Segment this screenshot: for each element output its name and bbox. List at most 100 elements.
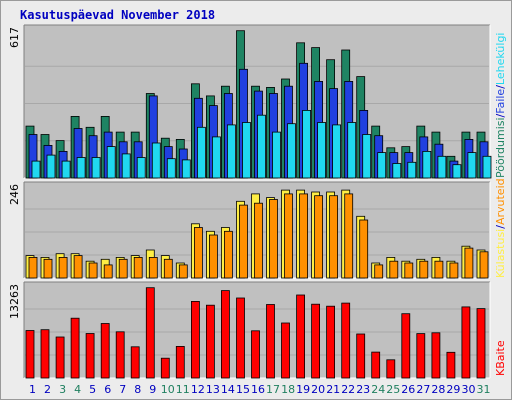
bar-hits-day-22 — [344, 193, 354, 279]
bar-kbytes-day-29 — [446, 351, 456, 379]
x-tick-day-21: 21 — [326, 383, 340, 396]
bar-hits-day-31 — [479, 251, 489, 279]
bar-files-day-10 — [166, 158, 176, 179]
bar-files-day-13 — [211, 136, 221, 179]
bar-files-day-31 — [482, 155, 492, 179]
x-tick-day-15: 15 — [236, 383, 250, 396]
x-tick-day-6: 6 — [104, 383, 111, 396]
bar-hits-day-23 — [359, 219, 369, 279]
bar-files-day-5 — [91, 157, 101, 179]
bar-kbytes-day-27 — [416, 333, 426, 379]
bar-files-day-3 — [61, 160, 71, 179]
bar-hits-day-27 — [419, 260, 429, 279]
x-tick-day-10: 10 — [161, 383, 175, 396]
bar-kbytes-day-17 — [266, 304, 275, 379]
bar-hits-day-21 — [329, 195, 339, 279]
x-tick-day-13: 13 — [206, 383, 220, 396]
bar-files-day-30 — [467, 152, 477, 179]
x-tick-day-24: 24 — [371, 383, 385, 396]
bar-hits-day-20 — [314, 195, 324, 279]
bar-kbytes-day-2 — [40, 329, 50, 379]
x-tick-day-18: 18 — [281, 383, 295, 396]
bar-files-day-1 — [31, 160, 41, 179]
bar-files-day-17 — [272, 131, 281, 179]
bar-kbytes-day-1 — [25, 330, 35, 379]
bar-kbytes-day-19 — [296, 294, 306, 379]
bar-kbytes-day-15 — [236, 297, 245, 379]
bar-hits-day-30 — [464, 247, 474, 279]
bar-files-day-16 — [257, 114, 266, 179]
x-tick-day-9: 9 — [149, 383, 156, 396]
bar-files-day-26 — [407, 161, 417, 179]
bar-hits-day-7 — [118, 258, 128, 279]
bar-hits-day-25 — [389, 260, 399, 279]
legend-entry: Faile — [494, 89, 507, 114]
bar-files-day-4 — [76, 157, 86, 179]
x-tick-day-8: 8 — [134, 383, 141, 396]
bar-kbytes-day-20 — [311, 303, 321, 379]
x-tick-day-7: 7 — [119, 383, 126, 396]
legend-entry: KBaite — [494, 340, 507, 376]
bar-kbytes-day-16 — [251, 330, 260, 379]
bar-files-day-19 — [302, 110, 312, 179]
bar-hits-day-4 — [73, 255, 83, 279]
x-tick-day-23: 23 — [356, 383, 370, 396]
legend-entry: / — [494, 225, 507, 229]
bar-kbytes-day-9 — [145, 287, 155, 379]
legend-bottom: KBaite — [494, 340, 507, 376]
y-max-label: 13263 — [8, 284, 21, 319]
bar-files-day-12 — [196, 126, 206, 179]
bar-kbytes-day-11 — [175, 345, 185, 379]
bar-hits-day-16 — [254, 202, 263, 279]
bar-kbytes-day-23 — [356, 333, 366, 379]
bar-kbytes-day-8 — [130, 346, 140, 379]
bar-kbytes-day-6 — [100, 323, 110, 379]
bar-files-day-29 — [452, 164, 462, 179]
x-tick-day-28: 28 — [431, 383, 445, 396]
bar-hits-day-11 — [178, 264, 188, 279]
bar-kbytes-day-5 — [85, 333, 95, 379]
bar-files-day-8 — [136, 157, 146, 179]
x-tick-day-11: 11 — [176, 383, 190, 396]
x-tick-day-29: 29 — [446, 383, 460, 396]
legend-top: Pöördumisi/Faile/Lehekülgi — [494, 33, 507, 178]
legend-entry: Arvuteid — [494, 178, 507, 225]
bar-hits-day-8 — [133, 256, 143, 279]
x-tick-day-3: 3 — [59, 383, 66, 396]
bar-files-day-11 — [181, 159, 191, 179]
x-tick-day-5: 5 — [89, 383, 96, 396]
bar-kbytes-day-22 — [341, 302, 351, 379]
x-tick-day-17: 17 — [266, 383, 280, 396]
x-tick-day-27: 27 — [416, 383, 430, 396]
bar-hits-day-1 — [28, 256, 38, 279]
bar-files-day-15 — [242, 122, 251, 179]
bar-kbytes-day-30 — [461, 306, 471, 379]
bar-files-day-9 — [151, 142, 161, 179]
bar-hits-day-3 — [58, 256, 68, 279]
legend-entry: Külastusi — [494, 229, 507, 278]
bar-files-day-7 — [121, 153, 131, 179]
bar-hits-day-17 — [269, 199, 278, 279]
bar-kbytes-day-3 — [55, 336, 65, 379]
bar-files-day-21 — [332, 124, 342, 179]
x-tick-day-19: 19 — [296, 383, 310, 396]
bar-hits-day-6 — [103, 264, 113, 279]
y-max-label: 246 — [8, 184, 21, 205]
bar-hits-day-15 — [239, 204, 248, 279]
bar-kbytes-day-25 — [386, 359, 396, 379]
bar-hits-day-5 — [88, 262, 98, 279]
legend-entry: / — [494, 113, 507, 117]
bar-files-day-25 — [392, 163, 402, 179]
bar-files-day-18 — [287, 123, 296, 179]
bar-files-day-20 — [317, 122, 327, 179]
y-max-label: 617 — [8, 27, 21, 48]
bar-hits-day-10 — [163, 258, 173, 279]
bar-kbytes-day-24 — [371, 351, 381, 379]
bar-files-day-24 — [377, 152, 387, 179]
bar-files-day-28 — [437, 155, 447, 179]
bar-hits-day-29 — [449, 262, 459, 279]
bar-kbytes-day-21 — [326, 305, 336, 379]
x-tick-day-25: 25 — [386, 383, 400, 396]
